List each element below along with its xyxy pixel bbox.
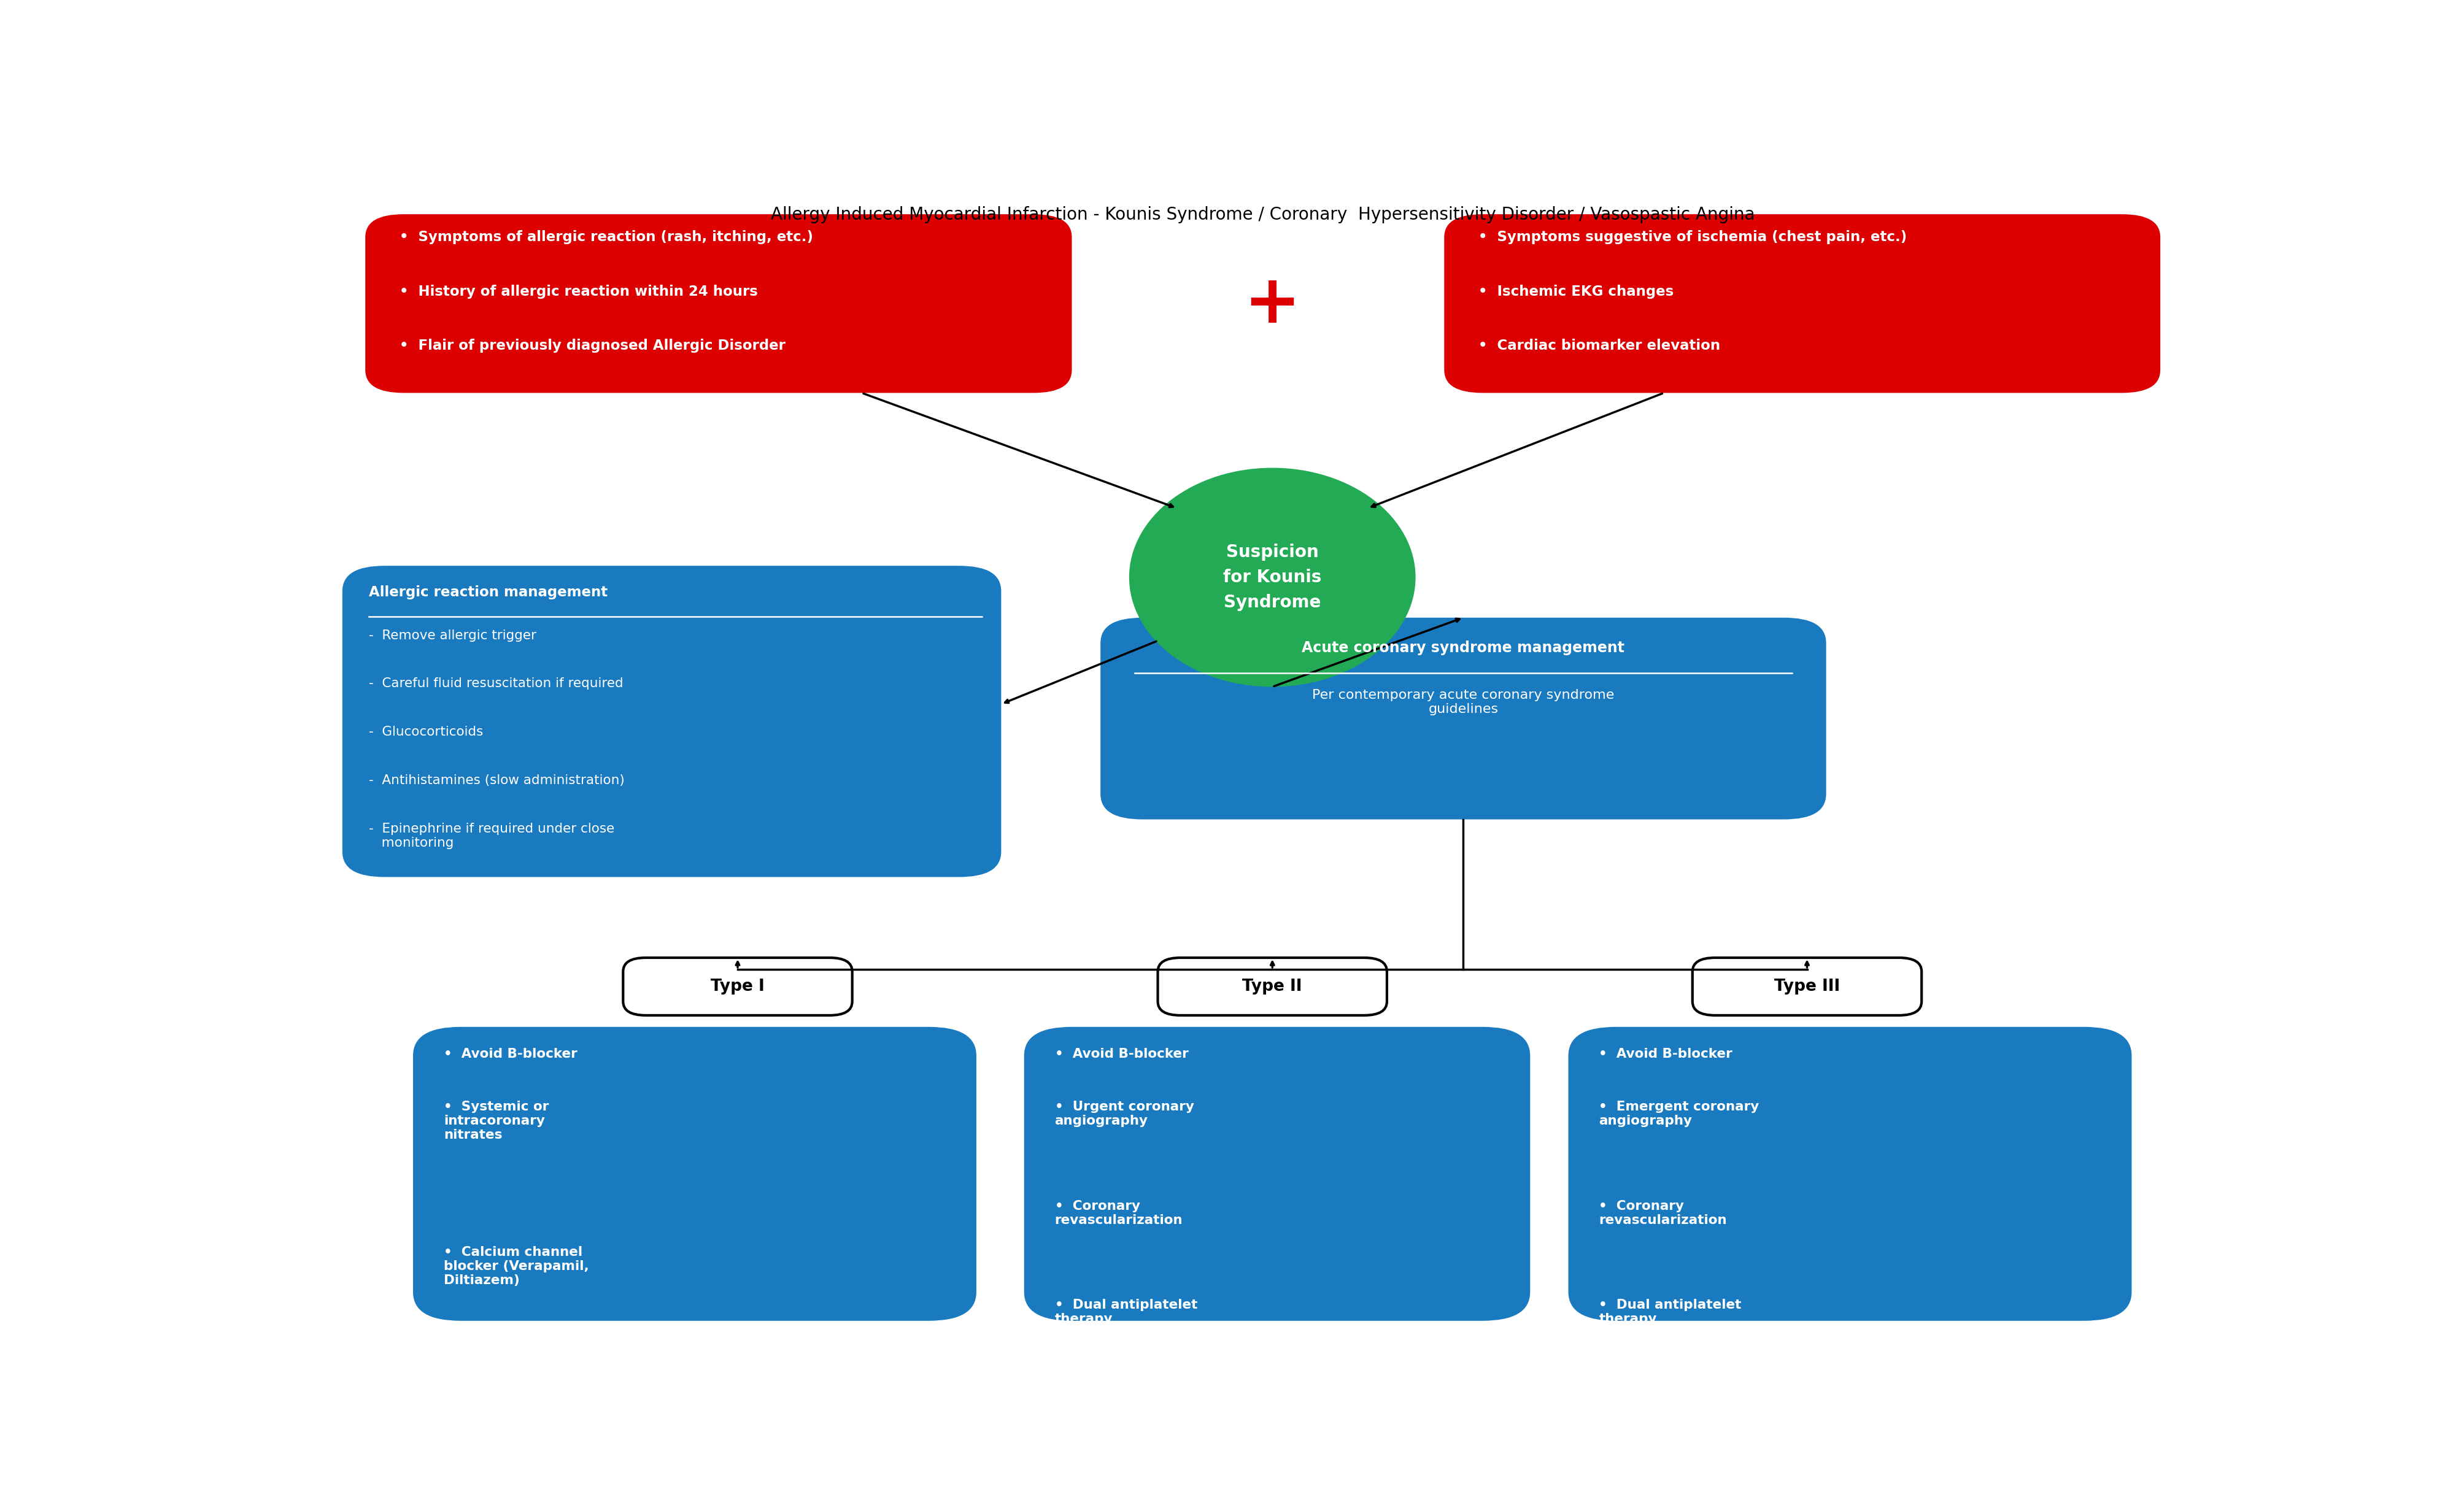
FancyBboxPatch shape	[1158, 958, 1387, 1015]
Text: Allergic reaction management: Allergic reaction management	[370, 585, 609, 599]
Text: -  Careful fluid resuscitation if required: - Careful fluid resuscitation if require…	[370, 678, 623, 690]
Text: •  Symptoms of allergic reaction (rash, itching, etc.): • Symptoms of allergic reaction (rash, i…	[399, 231, 813, 244]
FancyBboxPatch shape	[1567, 1027, 2131, 1320]
Text: •  Avoid B-blocker: • Avoid B-blocker	[444, 1048, 577, 1060]
Text: •  Avoid B-blocker: • Avoid B-blocker	[1599, 1048, 1732, 1060]
FancyBboxPatch shape	[365, 214, 1072, 392]
Text: Suspicion
for Kounis
Syndrome: Suspicion for Kounis Syndrome	[1222, 543, 1321, 611]
Text: •  Cardiac evaluation
with cardiac
catheterization, or
echocardiogram: • Cardiac evaluation with cardiac cathet…	[444, 1391, 599, 1446]
Text: •  Ischemic EKG changes: • Ischemic EKG changes	[1478, 284, 1673, 298]
Text: •  History of allergic reaction within 24 hours: • History of allergic reaction within 24…	[399, 284, 759, 298]
Text: •  Cardiac biomarker elevation: • Cardiac biomarker elevation	[1478, 338, 1720, 353]
FancyBboxPatch shape	[342, 566, 1000, 877]
FancyBboxPatch shape	[1025, 1027, 1530, 1320]
Text: •  Intrastent thrombus
aspiration: • Intrastent thrombus aspiration	[1599, 1398, 1767, 1425]
Text: -  Epinephrine if required under close
   monitoring: - Epinephrine if required under close mo…	[370, 823, 614, 849]
Text: +: +	[1244, 271, 1301, 337]
Text: •  Systemic or
intracoronary
nitrates: • Systemic or intracoronary nitrates	[444, 1100, 549, 1141]
Text: •  Coronary
revascularization: • Coronary revascularization	[1599, 1199, 1727, 1226]
Text: Type II: Type II	[1242, 979, 1303, 994]
FancyBboxPatch shape	[1693, 958, 1922, 1015]
Text: -  Antihistamines (slow administration): - Antihistamines (slow administration)	[370, 774, 626, 787]
Text: Acute coronary syndrome management: Acute coronary syndrome management	[1301, 641, 1624, 656]
FancyBboxPatch shape	[1101, 618, 1826, 819]
Text: Allergy Induced Myocardial Infarction - Kounis Syndrome / Coronary  Hypersensiti: Allergy Induced Myocardial Infarction - …	[771, 207, 1754, 223]
Text: Type III: Type III	[1774, 979, 1841, 994]
Text: •  Emergent coronary
angiography: • Emergent coronary angiography	[1599, 1100, 1759, 1127]
Text: Type I: Type I	[710, 979, 764, 994]
Text: •  Flair of previously diagnosed Allergic Disorder: • Flair of previously diagnosed Allergic…	[399, 338, 786, 353]
Text: •  Calcium channel
blocker (Verapamil,
Diltiazem): • Calcium channel blocker (Verapamil, Di…	[444, 1246, 589, 1286]
Text: •  Dual antiplatelet
therapy: • Dual antiplatelet therapy	[1055, 1299, 1198, 1325]
Text: -  Glucocorticoids: - Glucocorticoids	[370, 726, 483, 738]
FancyBboxPatch shape	[414, 1027, 976, 1320]
FancyBboxPatch shape	[1444, 214, 2161, 392]
FancyBboxPatch shape	[623, 958, 853, 1015]
Text: Per contemporary acute coronary syndrome
guidelines: Per contemporary acute coronary syndrome…	[1313, 689, 1614, 716]
Text: •  Symptoms suggestive of ischemia (chest pain, etc.): • Symptoms suggestive of ischemia (chest…	[1478, 231, 1907, 244]
Text: •  Urgent coronary
angiography: • Urgent coronary angiography	[1055, 1100, 1195, 1127]
Text: •  Coronary
revascularization: • Coronary revascularization	[1055, 1199, 1183, 1226]
Text: •  Dual antiplatelet
therapy: • Dual antiplatelet therapy	[1599, 1299, 1742, 1325]
Text: -  Remove allergic trigger: - Remove allergic trigger	[370, 629, 537, 641]
Text: •  Avoid B-blocker: • Avoid B-blocker	[1055, 1048, 1188, 1060]
Ellipse shape	[1129, 469, 1414, 687]
